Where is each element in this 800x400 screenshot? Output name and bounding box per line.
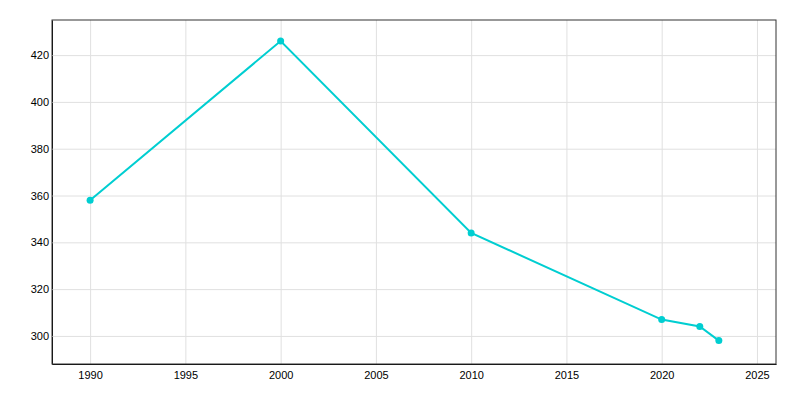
point	[715, 337, 722, 344]
tick: 300	[31, 330, 776, 342]
grid-line	[281, 20, 282, 364]
grid-line	[185, 20, 186, 364]
tick: 2010	[459, 20, 483, 381]
tick-label: 380	[31, 143, 49, 155]
tick-label: 420	[31, 49, 49, 61]
tick-label: 2015	[555, 369, 579, 381]
grid-line	[52, 289, 776, 290]
x-axis: 1990 1995 2000 2005 2010 2015 2020 2025	[53, 20, 777, 381]
grid-line	[52, 55, 776, 56]
tick-label: 320	[31, 283, 49, 295]
point	[277, 38, 284, 45]
grid-line	[52, 149, 776, 150]
plot-area	[87, 38, 723, 345]
point	[87, 197, 94, 204]
grid-line	[90, 20, 91, 364]
plot-frame	[52, 20, 776, 364]
tick-label: 300	[31, 330, 49, 342]
tick: 2020	[650, 20, 674, 381]
grid-line	[662, 20, 663, 364]
line	[90, 41, 719, 341]
tick: 400	[31, 96, 776, 108]
tick: 420	[31, 49, 776, 61]
tick: 1990	[78, 20, 102, 381]
tick: 2015	[555, 20, 579, 381]
grid-line	[52, 102, 776, 103]
tick-label: 2020	[650, 369, 674, 381]
tick-label: 340	[31, 236, 49, 248]
grid-line	[52, 196, 776, 197]
chart: 1990 1995 2000 2005 2010 2015 2020 2025 300 320 34…	[0, 0, 800, 400]
tick: 340	[31, 236, 776, 248]
tick: 2025	[745, 20, 769, 381]
tick-label: 2025	[745, 369, 769, 381]
tick: 380	[31, 143, 776, 155]
grid-line	[566, 20, 567, 364]
tick: 360	[31, 190, 776, 202]
tick: 1995	[174, 20, 198, 381]
tick: 320	[31, 283, 776, 295]
tick-label: 2005	[364, 369, 388, 381]
point	[696, 323, 703, 330]
point	[658, 316, 665, 323]
grid-line	[757, 20, 758, 364]
tick-label: 360	[31, 190, 49, 202]
y-axis: 300 320 340 360 380 400 420	[31, 21, 776, 365]
tick: 2000	[269, 20, 293, 381]
tick-label: 2010	[459, 369, 483, 381]
grid-line	[52, 336, 776, 337]
tick-label: 2000	[269, 369, 293, 381]
grid-line	[471, 20, 472, 364]
tick-label: 400	[31, 96, 49, 108]
tick-label: 1990	[78, 369, 102, 381]
grid-line	[376, 20, 377, 364]
point	[468, 229, 475, 236]
grid-line	[52, 242, 776, 243]
tick-label: 1995	[174, 369, 198, 381]
tick: 2005	[364, 20, 388, 381]
